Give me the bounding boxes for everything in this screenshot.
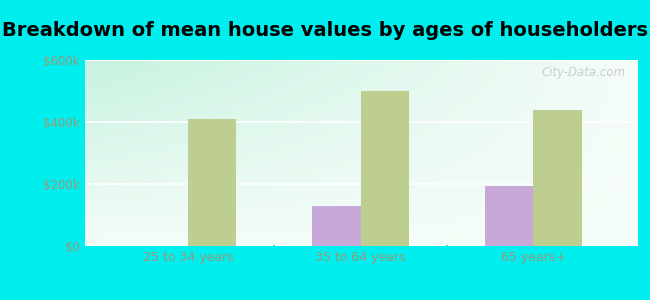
- Bar: [361, 91, 409, 246]
- Text: Breakdown of mean house values by ages of householders: Breakdown of mean house values by ages o…: [2, 21, 648, 40]
- Bar: [313, 206, 361, 246]
- Bar: [534, 110, 582, 246]
- Text: City-Data.com: City-Data.com: [542, 66, 626, 79]
- Bar: [188, 119, 237, 246]
- Bar: [485, 185, 534, 246]
